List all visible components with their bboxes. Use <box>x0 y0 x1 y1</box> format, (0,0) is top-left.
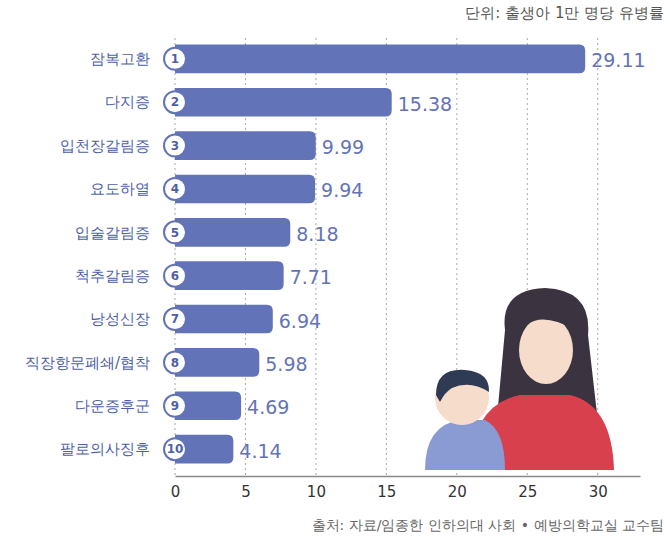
tick-label: 0 <box>171 483 181 501</box>
rank-badge <box>164 48 186 70</box>
data-label: 4.69 <box>247 396 289 418</box>
tick: 5 <box>241 476 251 501</box>
rank-label: 4 <box>171 182 179 196</box>
tick-label: 25 <box>518 483 537 501</box>
category-label: 직장항문폐쇄/협착 <box>25 354 150 372</box>
category-label: 잠복고환 <box>90 50 150 68</box>
rank-label: 5 <box>171 226 179 240</box>
bar <box>175 88 392 117</box>
category-label: 다운증후군 <box>75 397 150 415</box>
source: 출처: 자료/임종한 인하의대 사회 • 예방의학교실 교수팀 <box>312 517 664 533</box>
tick: 20 <box>448 476 467 501</box>
data-label: 5.98 <box>265 353 307 375</box>
illustration <box>425 288 614 470</box>
rank-label: 9 <box>171 399 179 413</box>
bars <box>175 45 585 464</box>
category-label: 낭성신장 <box>90 310 150 328</box>
child-body <box>425 420 505 470</box>
tick: 10 <box>307 476 326 501</box>
axis-line <box>176 476 641 478</box>
rank-label: 10 <box>167 442 184 456</box>
chart: 단위: 출생아 1만 명당 유병률잠복고환 1 다지증 2 입천장갈림증 3 요도하열 4 입술… <box>0 0 670 540</box>
subtitle: 단위: 출생아 1만 명당 유병률 <box>465 4 664 22</box>
bar <box>175 218 290 247</box>
category-label: 입술갈림증 <box>75 224 150 242</box>
rank-label: 6 <box>171 269 179 283</box>
rank-badge <box>164 265 186 287</box>
data-label: 6.94 <box>279 310 321 332</box>
category-label: 척추갈림증 <box>75 267 150 285</box>
category-label: 다지증 <box>105 93 150 111</box>
rank-badge <box>164 395 186 417</box>
data-label: 15.38 <box>398 93 452 115</box>
tick: 15 <box>377 476 396 501</box>
rank-label: 3 <box>171 139 179 153</box>
category-label: 요도하열 <box>90 180 150 198</box>
rank-badge <box>164 135 186 157</box>
tick-label: 15 <box>377 483 396 501</box>
data-label: 9.94 <box>321 179 363 201</box>
tick-label: 5 <box>241 483 251 501</box>
tick: 0 <box>171 476 181 501</box>
child-hair <box>436 370 489 402</box>
tick-label: 20 <box>448 483 467 501</box>
bar <box>175 348 259 377</box>
data-label: 4.14 <box>239 440 281 462</box>
rank-label: 2 <box>171 95 179 109</box>
rank-label: 7 <box>171 312 179 326</box>
data-label: 7.71 <box>290 266 332 288</box>
tick: 25 <box>518 476 537 501</box>
bar <box>175 131 316 160</box>
rank-badge <box>164 351 186 373</box>
rank-badge <box>164 308 186 330</box>
face <box>519 316 573 384</box>
grid-line <box>597 38 598 476</box>
category-label: 입천장갈림증 <box>60 137 150 155</box>
bar <box>175 175 315 204</box>
data-label: 8.18 <box>296 223 338 245</box>
tick-label: 10 <box>307 483 326 501</box>
bar <box>175 261 284 290</box>
rank-badge <box>164 178 186 200</box>
rank-badge <box>164 91 186 113</box>
data-label: 9.99 <box>322 136 364 158</box>
tick: 30 <box>589 476 608 501</box>
x-axis: 0 5 10 15 20 25 30 <box>171 476 641 501</box>
tick-label: 30 <box>589 483 608 501</box>
category-label: 팔로의사징후 <box>60 440 150 458</box>
rank-badge <box>164 221 186 243</box>
bar <box>175 45 585 74</box>
labels: 잠복고환 1 다지증 2 입천장갈림증 3 요도하열 4 입술갈림증 5 척추갈림증 6 낭성신장 7 직장… <box>25 48 646 462</box>
rank-label: 8 <box>171 356 179 370</box>
fringe <box>518 312 575 340</box>
rank-label: 1 <box>171 52 179 66</box>
data-label: 29.11 <box>591 49 645 71</box>
rank-badge <box>164 438 186 460</box>
bar <box>175 305 273 334</box>
